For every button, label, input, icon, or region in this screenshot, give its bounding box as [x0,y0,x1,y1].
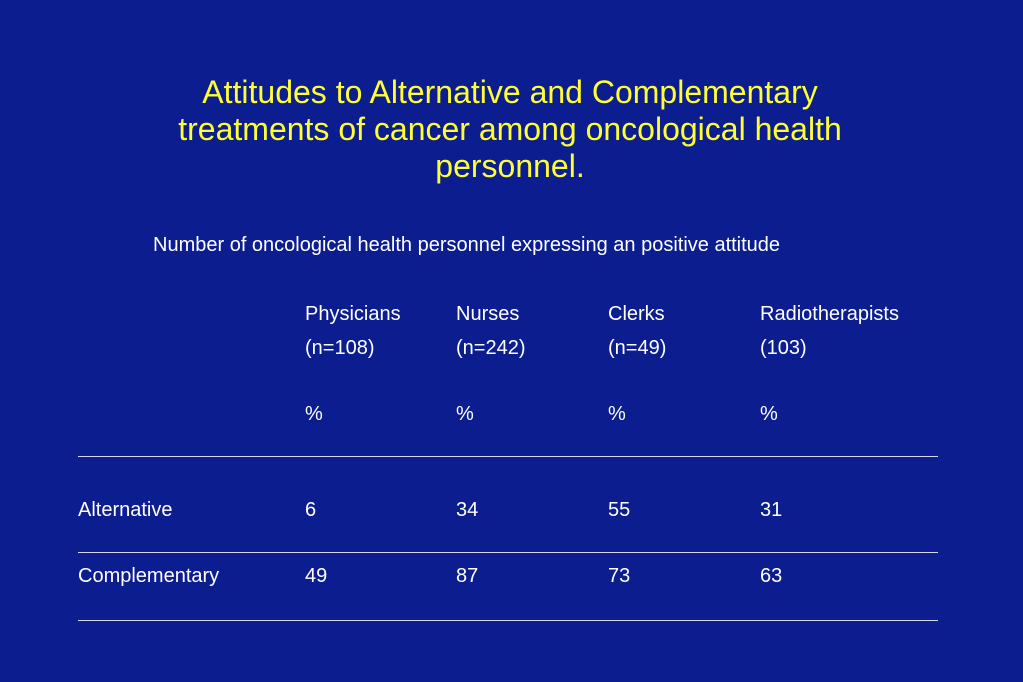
column-unit-physicians: % [305,403,323,425]
slide-title-line-1: Attitudes to Alternative and Complementa… [202,74,818,110]
table-divider-header [78,456,938,457]
column-n-nurses: (n=242) [456,337,526,359]
slide-title-line-2: treatments of cancer among oncological h… [178,111,842,147]
column-header-clerks: Clerks [608,303,665,325]
slide-title-line-3: personnel. [435,148,585,184]
column-header-physicians: Physicians [305,303,401,325]
cell-complementary-radiotherapists: 63 [760,565,783,587]
slide-title: Attitudes to Alternative and Complementa… [100,74,920,185]
cell-complementary-clerks: 73 [608,565,631,587]
column-n-clerks: (n=49) [608,337,667,359]
cell-alternative-nurses: 34 [456,499,479,521]
row-label-alternative: Alternative [78,499,173,521]
cell-complementary-physicians: 49 [305,565,328,587]
cell-alternative-physicians: 6 [305,499,317,521]
column-header-radiotherapists: Radiotherapists [760,303,899,325]
cell-complementary-nurses: 87 [456,565,479,587]
row-label-complementary: Complementary [78,565,220,587]
column-header-nurses: Nurses [456,303,520,325]
column-unit-nurses: % [456,403,474,425]
column-unit-clerks: % [608,403,626,425]
cell-alternative-clerks: 55 [608,499,631,521]
column-n-radiotherapists: (103) [760,337,807,359]
table-divider-bottom [78,620,938,621]
table-subtitle: Number of oncological health personnel e… [153,234,781,256]
cell-alternative-radiotherapists: 31 [760,499,783,521]
column-n-physicians: (n=108) [305,337,375,359]
column-unit-radiotherapists: % [760,403,778,425]
table-divider-rows [78,552,938,553]
